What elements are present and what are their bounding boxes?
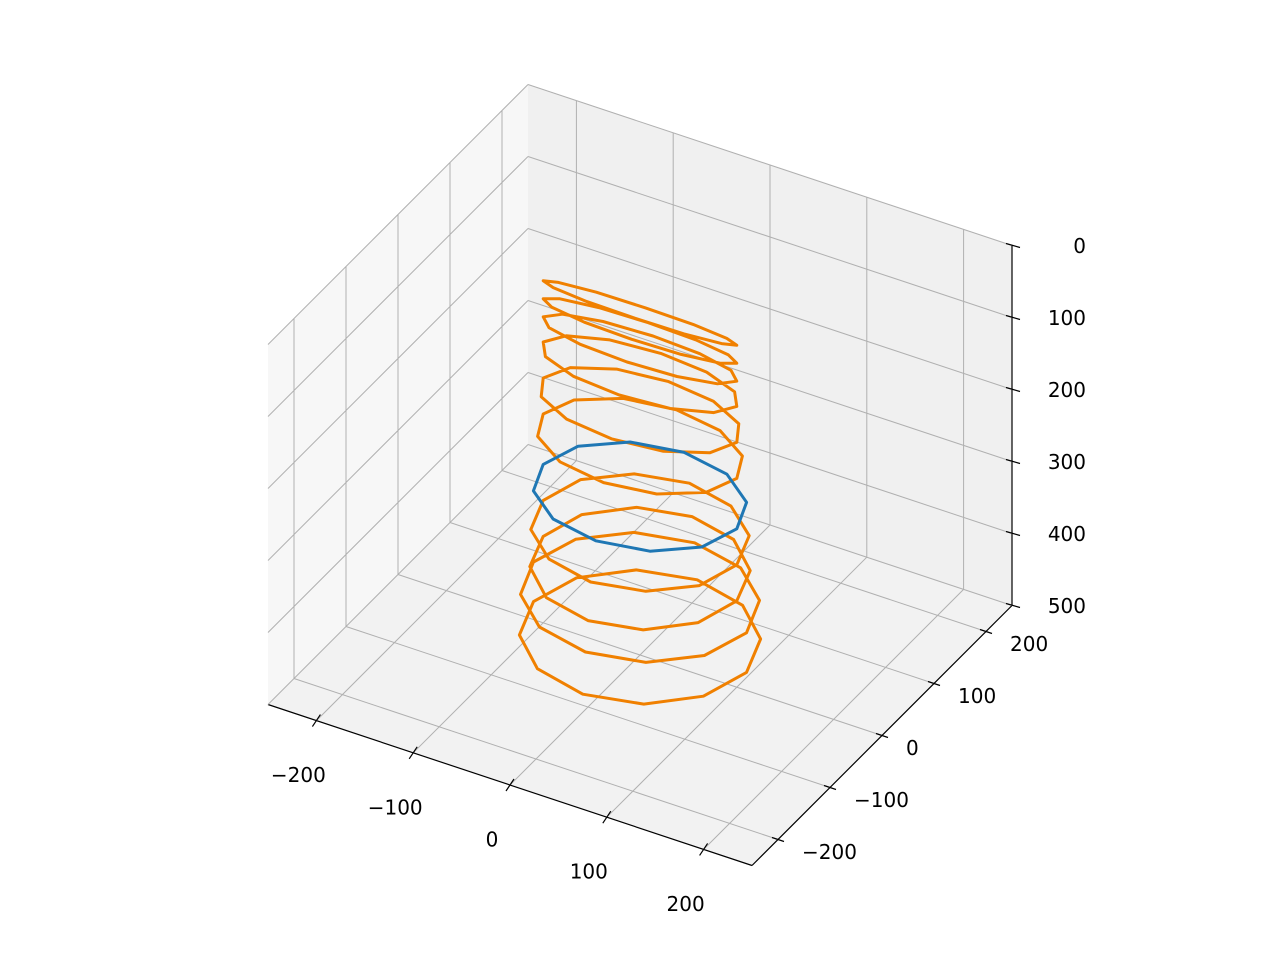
tick-mark — [771, 836, 785, 843]
y-tick-label: −200 — [802, 840, 857, 864]
tick-mark — [1005, 602, 1021, 609]
grid-line — [293, 678, 779, 840]
grid-line — [527, 84, 1013, 246]
z-tick-label: 200 — [1048, 378, 1086, 402]
x-tick-label: 200 — [667, 892, 705, 916]
tick-mark — [311, 714, 321, 727]
x-tick-label: 0 — [486, 828, 499, 852]
y-tick-label: 0 — [906, 736, 919, 760]
z-tick-label: 500 — [1048, 594, 1086, 618]
x-tick-label: 100 — [570, 860, 608, 884]
x-tick-label: −200 — [271, 763, 326, 787]
grid-line — [267, 228, 529, 489]
grid-line — [527, 228, 1013, 390]
grid-line — [267, 444, 529, 705]
grid-line — [267, 300, 529, 561]
tick-mark — [927, 680, 941, 687]
z-tick-label: 300 — [1048, 450, 1086, 474]
tick-mark — [602, 810, 612, 824]
grid-line — [527, 300, 1013, 462]
y-tick-label: −100 — [854, 788, 909, 812]
tick-mark — [1005, 314, 1021, 321]
tick-mark — [1005, 458, 1021, 465]
tick-mark — [408, 746, 418, 760]
grid-line — [267, 372, 529, 633]
y-tick-label: 200 — [1010, 632, 1048, 656]
z-tick-label: 0 — [1073, 234, 1086, 258]
tick-mark — [875, 732, 889, 739]
line — [531, 440, 749, 553]
tick-mark — [699, 843, 709, 856]
line — [517, 279, 763, 706]
tick-mark — [505, 778, 515, 792]
grid-line — [345, 626, 831, 788]
grid-line — [267, 84, 529, 345]
tick-mark — [1005, 530, 1021, 537]
z-tick-label: 400 — [1048, 522, 1086, 546]
tick-mark — [979, 628, 993, 635]
z-tick-label: 100 — [1048, 306, 1086, 330]
tick-mark — [1005, 242, 1021, 249]
tick-mark — [823, 784, 837, 791]
grid-line — [527, 444, 1013, 606]
grid-line — [527, 156, 1013, 318]
tick-mark — [1005, 386, 1021, 393]
grid-line — [449, 522, 935, 684]
grid-line — [397, 574, 883, 736]
y-tick-label: 100 — [958, 684, 996, 708]
grid-line — [267, 156, 529, 417]
x-tick-label: −100 — [368, 795, 423, 819]
